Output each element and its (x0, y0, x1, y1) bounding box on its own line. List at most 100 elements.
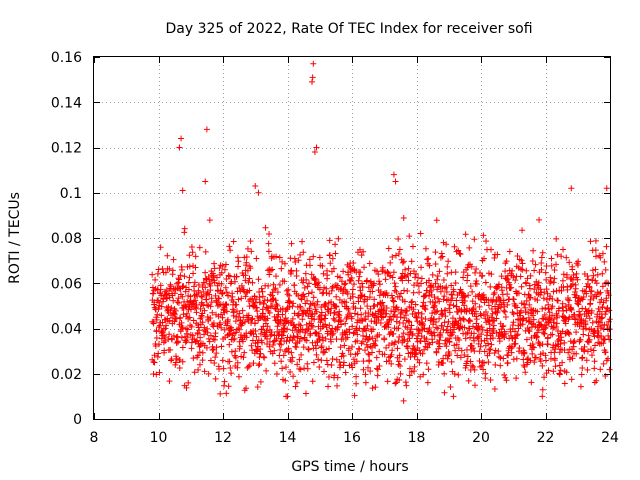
data-point (188, 323, 195, 330)
data-point (238, 319, 245, 326)
data-point (167, 346, 174, 353)
data-point (407, 270, 414, 277)
data-point (443, 241, 450, 248)
data-point (313, 345, 320, 352)
data-point (270, 338, 277, 345)
data-point (416, 289, 423, 296)
data-point (540, 295, 547, 302)
data-point (383, 310, 390, 317)
data-point (210, 272, 217, 279)
data-point (271, 360, 278, 367)
data-point (260, 300, 267, 307)
data-point (446, 301, 453, 308)
data-point (202, 178, 209, 185)
data-point (350, 330, 357, 337)
data-point (195, 324, 202, 331)
data-point (357, 269, 364, 276)
data-point (450, 302, 457, 309)
data-point (348, 361, 355, 368)
data-point (600, 360, 607, 367)
data-point (506, 248, 513, 255)
data-point (391, 287, 398, 294)
data-point (547, 274, 554, 281)
data-point (332, 241, 339, 248)
data-point (523, 297, 530, 304)
data-point (440, 326, 447, 333)
data-point (340, 268, 347, 275)
data-point (305, 326, 312, 333)
data-point (431, 294, 438, 301)
data-point (500, 322, 507, 329)
data-point (448, 358, 455, 365)
data-point (256, 294, 263, 301)
data-point (306, 307, 313, 314)
data-point (183, 384, 190, 391)
data-point (202, 284, 209, 291)
data-point (373, 354, 380, 361)
data-point (495, 348, 502, 355)
data-point (425, 366, 432, 373)
data-point (553, 320, 560, 327)
data-point (531, 281, 538, 288)
data-point (348, 275, 355, 282)
data-point (248, 248, 255, 255)
data-point (469, 306, 476, 313)
data-point (335, 311, 342, 318)
data-point (420, 371, 427, 378)
data-point (365, 310, 372, 317)
data-point (224, 316, 231, 323)
data-point (585, 332, 592, 339)
data-point (257, 378, 264, 385)
data-point (402, 266, 409, 273)
data-point (236, 343, 243, 350)
data-point (382, 276, 389, 283)
data-point (362, 371, 369, 378)
x-tick-label: 14 (279, 430, 297, 446)
data-point (434, 273, 441, 280)
data-point (288, 349, 295, 356)
data-point (513, 375, 520, 382)
data-point (275, 320, 282, 327)
data-point (355, 277, 362, 284)
data-point (316, 364, 323, 371)
data-point (527, 294, 534, 301)
data-point (223, 301, 230, 308)
data-point (309, 339, 316, 346)
data-point (340, 359, 347, 366)
data-point (176, 144, 183, 151)
data-point (412, 270, 419, 277)
data-point (309, 78, 316, 85)
data-point (474, 334, 481, 341)
data-point (542, 324, 549, 331)
data-point (280, 328, 287, 335)
data-point (210, 273, 217, 280)
x-tick-label: 22 (537, 430, 555, 446)
data-point (341, 342, 348, 349)
data-point (464, 264, 471, 271)
data-point (200, 302, 207, 309)
data-point (585, 339, 592, 346)
data-point (545, 367, 552, 374)
data-point (272, 285, 279, 292)
data-point (404, 324, 411, 331)
data-point (366, 260, 373, 267)
data-point (488, 341, 495, 348)
data-point (597, 366, 604, 373)
data-point (222, 284, 229, 291)
data-point (151, 359, 158, 366)
data-point (461, 324, 468, 331)
data-point (166, 317, 173, 324)
data-point (590, 347, 597, 354)
data-point (543, 262, 550, 269)
data-point (389, 274, 396, 281)
data-point (553, 261, 560, 268)
data-point (554, 312, 561, 319)
data-point (232, 354, 239, 361)
data-point (588, 307, 595, 314)
data-point (453, 341, 460, 348)
data-point (282, 377, 289, 384)
data-point (233, 273, 240, 280)
data-point (294, 333, 301, 340)
data-point (369, 385, 376, 392)
data-point (493, 315, 500, 322)
